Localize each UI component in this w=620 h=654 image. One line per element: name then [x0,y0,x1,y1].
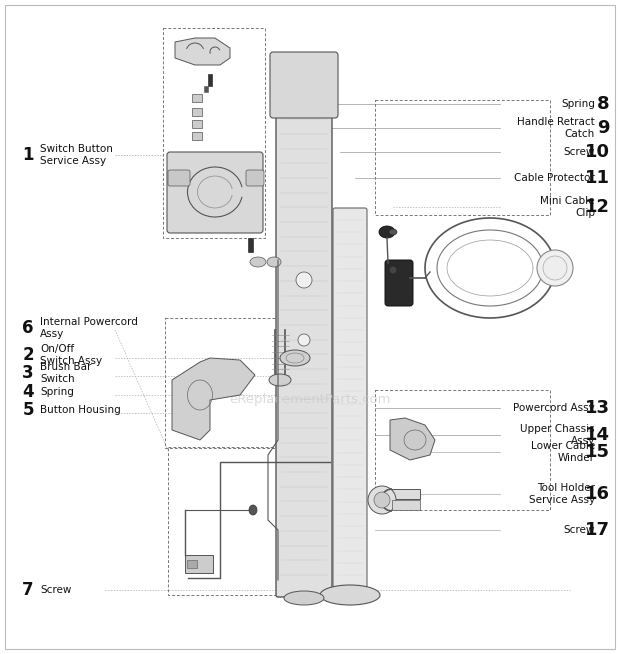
Bar [192,132,202,140]
Circle shape [298,334,310,346]
Text: 2: 2 [22,346,34,364]
FancyBboxPatch shape [167,152,263,233]
Ellipse shape [269,374,291,386]
Ellipse shape [320,585,380,605]
Bar [392,489,420,499]
Ellipse shape [280,350,310,366]
Text: eReplacementParts.com: eReplacementParts.com [229,394,391,407]
Bar [204,86,208,92]
Text: 15: 15 [585,443,610,461]
Circle shape [537,250,573,286]
Polygon shape [172,358,255,440]
Polygon shape [390,418,435,460]
Text: Tool Holder
Service Assy: Tool Holder Service Assy [529,483,595,505]
Text: 13: 13 [585,399,610,417]
Ellipse shape [389,266,397,274]
Text: 7: 7 [22,581,34,599]
Ellipse shape [267,257,281,267]
Text: 3: 3 [22,364,34,382]
Text: Mini Cable
Clip: Mini Cable Clip [541,196,595,218]
Bar [392,500,420,510]
Bar [187,560,197,568]
FancyBboxPatch shape [385,260,413,306]
Text: Spring: Spring [40,387,74,397]
Bar [192,108,202,116]
Text: 9: 9 [598,119,610,137]
Circle shape [296,272,312,288]
Text: 4: 4 [22,383,34,401]
Bar [208,74,212,86]
Text: 6: 6 [22,319,33,337]
FancyBboxPatch shape [276,53,332,597]
Text: Brush Bar
Switch: Brush Bar Switch [40,362,91,384]
Bar [192,94,202,102]
Text: Lower Cable
Winder: Lower Cable Winder [531,441,595,463]
Text: Cable Protector: Cable Protector [514,173,595,183]
Text: Upper Chassis
Assy: Upper Chassis Assy [520,424,595,446]
Text: Button Housing: Button Housing [40,405,121,415]
Ellipse shape [379,226,395,238]
FancyBboxPatch shape [270,52,338,118]
Text: 16: 16 [585,485,610,503]
FancyBboxPatch shape [333,208,367,592]
FancyBboxPatch shape [246,170,264,186]
Text: Screw: Screw [40,585,71,595]
Text: Switch Button
Service Assy: Switch Button Service Assy [40,144,113,166]
Text: Handle Retract
Catch: Handle Retract Catch [517,117,595,139]
Text: Internal Powercord
Assy: Internal Powercord Assy [40,317,138,339]
Text: Screw: Screw [564,525,595,535]
Polygon shape [175,38,230,65]
Bar [248,238,253,252]
Text: Powercord Assy: Powercord Assy [513,403,595,413]
Ellipse shape [249,505,257,515]
Text: On/Off
Switch Assy: On/Off Switch Assy [40,344,102,366]
FancyBboxPatch shape [168,170,190,186]
Ellipse shape [284,591,324,605]
Text: 1: 1 [22,146,33,164]
Circle shape [368,486,396,514]
Bar [185,555,213,573]
Text: 8: 8 [598,95,610,113]
Text: Spring: Spring [561,99,595,109]
Circle shape [374,492,390,508]
Circle shape [543,256,567,280]
Text: 12: 12 [585,198,610,216]
Text: 10: 10 [585,143,610,161]
Text: 11: 11 [585,169,610,187]
Bar [192,120,202,128]
Text: 14: 14 [585,426,610,444]
Text: 17: 17 [585,521,610,539]
Text: 5: 5 [22,401,33,419]
Ellipse shape [389,229,397,235]
Text: Screw: Screw [564,147,595,157]
Ellipse shape [250,257,266,267]
